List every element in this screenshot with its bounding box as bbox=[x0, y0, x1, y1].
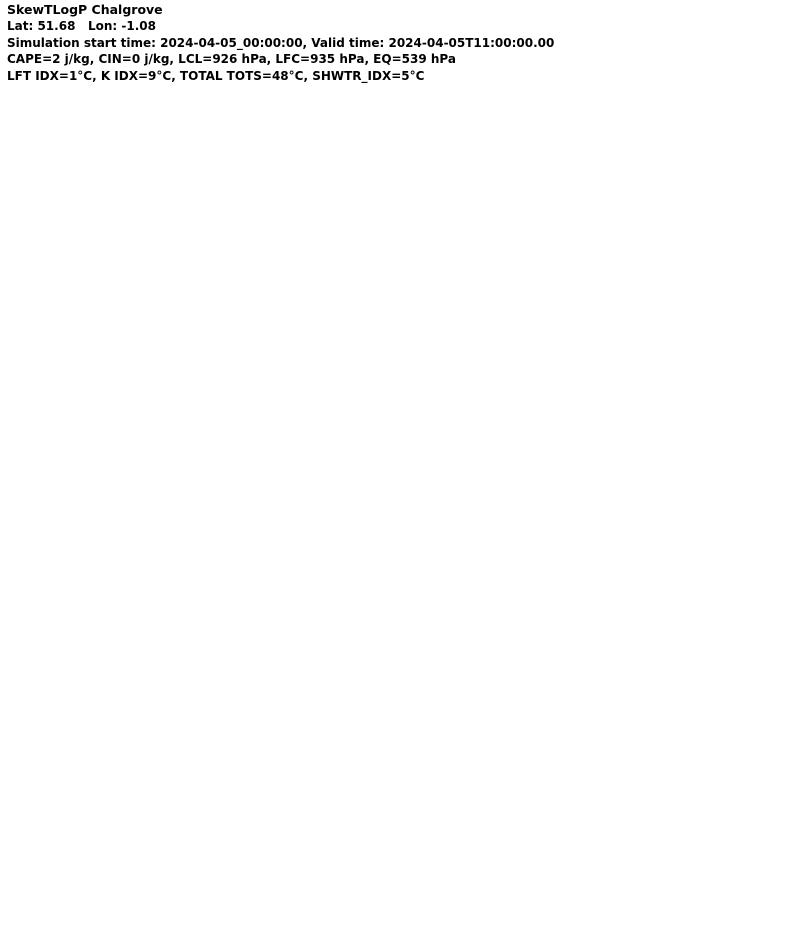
location-line: Lat: 51.68 Lon: -1.08 bbox=[7, 19, 156, 34]
indices-line-2: LFT IDX=1°C, K IDX=9°C, TOTAL TOTS=48°C,… bbox=[7, 68, 425, 83]
indices-line-1: CAPE=2 j/kg, CIN=0 j/kg, LCL=926 hPa, LF… bbox=[7, 52, 456, 67]
page-title: SkewTLogP Chalgrove bbox=[7, 2, 163, 17]
chart-header: SkewTLogP Chalgrove Lat: 51.68 Lon: -1.0… bbox=[7, 2, 554, 84]
time-line: Simulation start time: 2024-04-05_00:00:… bbox=[7, 35, 555, 50]
